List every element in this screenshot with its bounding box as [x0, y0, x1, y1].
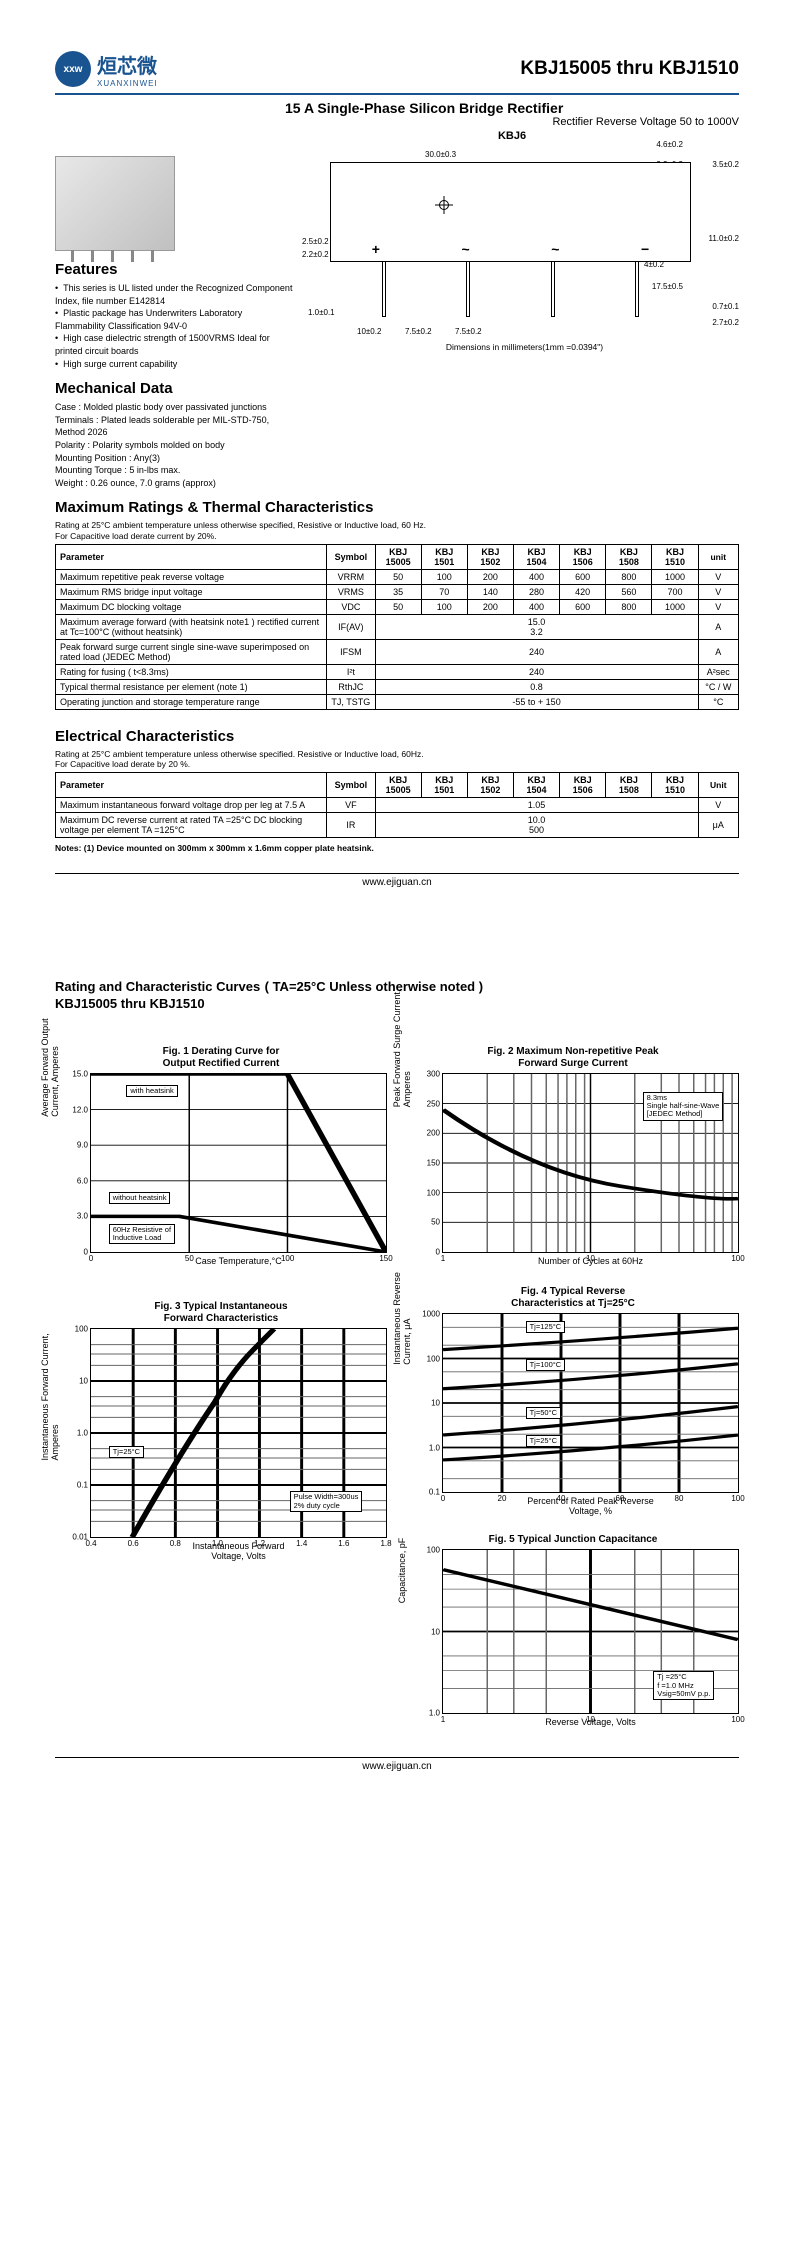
- mechanical-title: Mechanical Data: [55, 380, 295, 397]
- symbol-ac: ~: [462, 241, 470, 257]
- dim-label: 4.6±0.2: [656, 140, 683, 149]
- header: xxw 烜芯微 XUANXINWEI KBJ15005 thru KBJ1510: [55, 50, 739, 95]
- subtitle-sub: Rectifier Reverse Voltage 50 to 1000V: [285, 116, 739, 128]
- dim-label: 0.7±0.1: [712, 302, 739, 311]
- chart-fig2: Fig. 2 Maximum Non-repetitive PeakForwar…: [407, 1046, 739, 1266]
- dim-label: 2.5±0.2: [302, 237, 329, 246]
- lead-icon: [551, 262, 555, 317]
- dim-label: 3.5±0.2: [712, 160, 739, 169]
- symbol-minus: −: [641, 241, 649, 257]
- table-notes: Notes: (1) Device mounted on 300mm x 300…: [55, 843, 739, 853]
- ratings-note: Rating at 25°C ambient temperature unles…: [55, 520, 739, 540]
- mounting-hole-icon: [439, 200, 449, 210]
- chart-annotation: Tj=50°C: [526, 1407, 561, 1419]
- logo-en-text: XUANXINWEI: [97, 79, 158, 88]
- lead-icon: [635, 262, 639, 317]
- chart-annotation: Tj=125°C: [526, 1321, 566, 1333]
- dim-label: 2.7±0.2: [712, 318, 739, 327]
- dim-label: 10±0.2: [357, 327, 381, 336]
- dim-label: 1.0±0.1: [308, 308, 335, 317]
- symbol-plus: +: [372, 241, 380, 257]
- features-list: This series is UL listed under the Recog…: [55, 282, 295, 370]
- chart-xlabel: Case Temperature,°C: [90, 1256, 387, 1266]
- dim-label: 11.0±0.2: [709, 234, 740, 243]
- lead-icon: [382, 262, 386, 317]
- chart-annotation: Tj =25°C f =1.0 MHz Vsig=50mV p.p.: [653, 1671, 714, 1700]
- package-drawing: 30.0±0.3 4.6±0.2 3.2±0.2 3.5±0.2 20.0±0.…: [310, 142, 739, 489]
- product-image: [55, 156, 175, 251]
- ratings-table: ParameterSymbolKBJ 15005KBJ 1501KBJ 1502…: [55, 544, 739, 710]
- chart-annotation: Tj=25°C: [109, 1446, 144, 1458]
- dim-label: 30.0±0.3: [425, 150, 456, 159]
- chart-annotation: Tj=25°C: [526, 1435, 561, 1447]
- dimension-note: Dimensions in millimeters(1mm =0.0394"): [310, 342, 739, 352]
- footer: www.ejiguan.cn: [55, 1757, 739, 1772]
- chart-annotation: with heatsink: [126, 1085, 177, 1097]
- feature-item: High surge current capability: [55, 358, 295, 371]
- chart-fig4: Fig. 4 Typical ReverseCharacteristics at…: [407, 1286, 739, 1516]
- logo: xxw 烜芯微 XUANXINWEI: [55, 50, 158, 88]
- symbol-ac: ~: [551, 241, 559, 257]
- electrical-note: Rating at 25°C ambient temperature unles…: [55, 749, 739, 769]
- chart-title: Fig. 5 Typical Junction Capacitance: [407, 1534, 739, 1546]
- chart-annotation: without heatsink: [109, 1192, 171, 1204]
- chart-fig1: Fig. 1 Derating Curve forOutput Rectifie…: [55, 1046, 387, 1266]
- chart-annotation: Tj=100°C: [526, 1359, 566, 1371]
- electrical-title: Electrical Characteristics: [55, 728, 739, 745]
- electrical-table: ParameterSymbolKBJ 15005KBJ 1501KBJ 1502…: [55, 772, 739, 838]
- ratings-title: Maximum Ratings & Thermal Characteristic…: [55, 499, 739, 516]
- dim-label: 7.5±0.2: [405, 327, 432, 336]
- logo-icon: xxw: [55, 51, 91, 87]
- chart-fig3: Fig. 3 Typical InstantaneousForward Char…: [55, 1301, 387, 1727]
- feature-item: This series is UL listed under the Recog…: [55, 282, 295, 307]
- chart-annotation: Pulse Width=300us 2% duty cycle: [290, 1491, 363, 1512]
- footer: www.ejiguan.cn: [55, 873, 739, 888]
- lead-icon: [466, 262, 470, 317]
- subtitle: 15 A Single-Phase Silicon Bridge Rectifi…: [285, 100, 739, 116]
- dim-label: 2.2±0.2: [302, 250, 329, 259]
- logo-cn-text: 烜芯微: [97, 50, 158, 79]
- chart-ylabel: Capacitance, pF: [397, 1537, 407, 1603]
- features-title: Features: [55, 261, 295, 278]
- chart-annotation: 60Hz Resistive of Inductive Load: [109, 1224, 175, 1245]
- dim-label: 7.5±0.2: [455, 327, 482, 336]
- mechanical-text: Case : Molded plastic body over passivat…: [55, 401, 295, 489]
- dim-label: 17.5±0.5: [652, 282, 683, 291]
- feature-item: Plastic package has Underwriters Laborat…: [55, 307, 295, 332]
- feature-item: High case dielectric strength of 1500VRM…: [55, 332, 295, 357]
- chart-annotation: 8.3ms Single half-sine-Wave [JEDEC Metho…: [643, 1092, 724, 1121]
- chart-fig5: Fig. 5 Typical Junction Capacitance Capa…: [407, 1534, 739, 1727]
- product-title: KBJ15005 thru KBJ1510: [520, 58, 739, 80]
